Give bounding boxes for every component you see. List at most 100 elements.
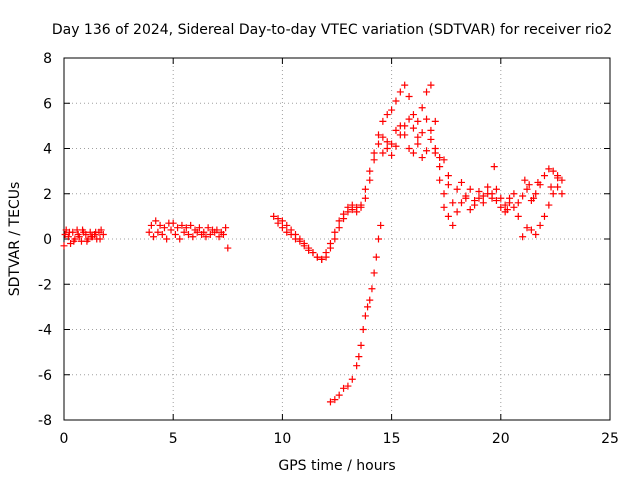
- data-point: [96, 235, 104, 243]
- data-point: [300, 242, 308, 250]
- data-point: [401, 122, 409, 130]
- data-point: [540, 212, 548, 220]
- data-point: [436, 163, 444, 171]
- data-point: [219, 230, 227, 238]
- x-tick-label: 0: [60, 431, 69, 447]
- data-point: [224, 244, 232, 252]
- data-point: [431, 149, 439, 157]
- data-point: [171, 230, 179, 238]
- data-point: [370, 149, 378, 157]
- data-points: [60, 81, 566, 406]
- data-point: [479, 199, 487, 207]
- data-point: [409, 124, 417, 132]
- data-point: [383, 111, 391, 119]
- data-point: [484, 190, 492, 198]
- data-point: [305, 246, 313, 254]
- data-point: [292, 235, 300, 243]
- y-tick-label: 8: [43, 51, 52, 67]
- data-point: [318, 255, 326, 263]
- data-point: [87, 233, 95, 241]
- data-point: [519, 233, 527, 241]
- series-segment-1b: [61, 226, 104, 245]
- data-point: [466, 206, 474, 214]
- data-point: [479, 192, 487, 200]
- data-point: [198, 230, 206, 238]
- data-point: [514, 212, 522, 220]
- data-point: [414, 117, 422, 125]
- data-point: [471, 201, 479, 209]
- data-point: [372, 253, 380, 261]
- data-point: [558, 176, 566, 184]
- data-point: [283, 221, 291, 229]
- data-point: [462, 194, 470, 202]
- data-point: [423, 115, 431, 123]
- data-point: [545, 165, 553, 173]
- data-point: [211, 228, 219, 236]
- data-point: [444, 181, 452, 189]
- data-point: [174, 224, 182, 232]
- data-point: [176, 235, 184, 243]
- y-tick-label: -8: [38, 413, 52, 429]
- data-point: [348, 206, 356, 214]
- data-point: [534, 178, 542, 186]
- data-point: [492, 197, 500, 205]
- x-tick-label: 10: [273, 431, 291, 447]
- data-point: [418, 154, 426, 162]
- data-point: [388, 151, 396, 159]
- data-point: [401, 81, 409, 89]
- data-point: [364, 303, 372, 311]
- data-point: [178, 221, 186, 229]
- data-point: [488, 194, 496, 202]
- data-point: [427, 135, 435, 143]
- data-point: [466, 185, 474, 193]
- data-point: [379, 133, 387, 141]
- data-point: [366, 296, 374, 304]
- axis-ticks: [63, 57, 611, 421]
- data-point: [278, 217, 286, 225]
- data-point: [554, 183, 562, 191]
- x-axis-label: GPS time / hours: [278, 458, 395, 474]
- data-point: [532, 230, 540, 238]
- data-point: [492, 185, 500, 193]
- data-point: [440, 203, 448, 211]
- data-point: [547, 183, 555, 191]
- data-point: [457, 178, 465, 186]
- data-point: [60, 242, 68, 250]
- series-segment-5-lower: [440, 183, 566, 241]
- x-tick-label: 25: [601, 431, 619, 447]
- data-point: [549, 190, 557, 198]
- data-point: [409, 111, 417, 119]
- data-point: [497, 194, 505, 202]
- data-point: [270, 212, 278, 220]
- data-point: [475, 194, 483, 202]
- data-point: [392, 97, 400, 105]
- series-segment-3-mid: [379, 115, 452, 180]
- data-point: [361, 185, 369, 193]
- data-point: [374, 140, 382, 148]
- data-point: [287, 230, 295, 238]
- series-segment-2b: [150, 226, 227, 243]
- data-point: [322, 253, 330, 261]
- y-tick-label: 0: [43, 232, 52, 248]
- data-point: [348, 375, 356, 383]
- data-point: [449, 199, 457, 207]
- data-point: [475, 187, 483, 195]
- data-point: [335, 391, 343, 399]
- data-point: [377, 221, 385, 229]
- data-point: [79, 226, 87, 234]
- data-point: [383, 145, 391, 152]
- data-point: [396, 131, 404, 139]
- data-point: [383, 138, 391, 146]
- data-point: [195, 224, 203, 232]
- data-point: [418, 129, 426, 137]
- data-point: [379, 117, 387, 125]
- data-point: [536, 221, 544, 229]
- data-point: [357, 341, 365, 349]
- data-point: [527, 226, 535, 234]
- y-tick-label: -6: [38, 368, 52, 384]
- data-point: [431, 117, 439, 125]
- data-point: [436, 176, 444, 184]
- data-point: [457, 199, 465, 207]
- data-point: [370, 269, 378, 277]
- data-point: [405, 115, 413, 123]
